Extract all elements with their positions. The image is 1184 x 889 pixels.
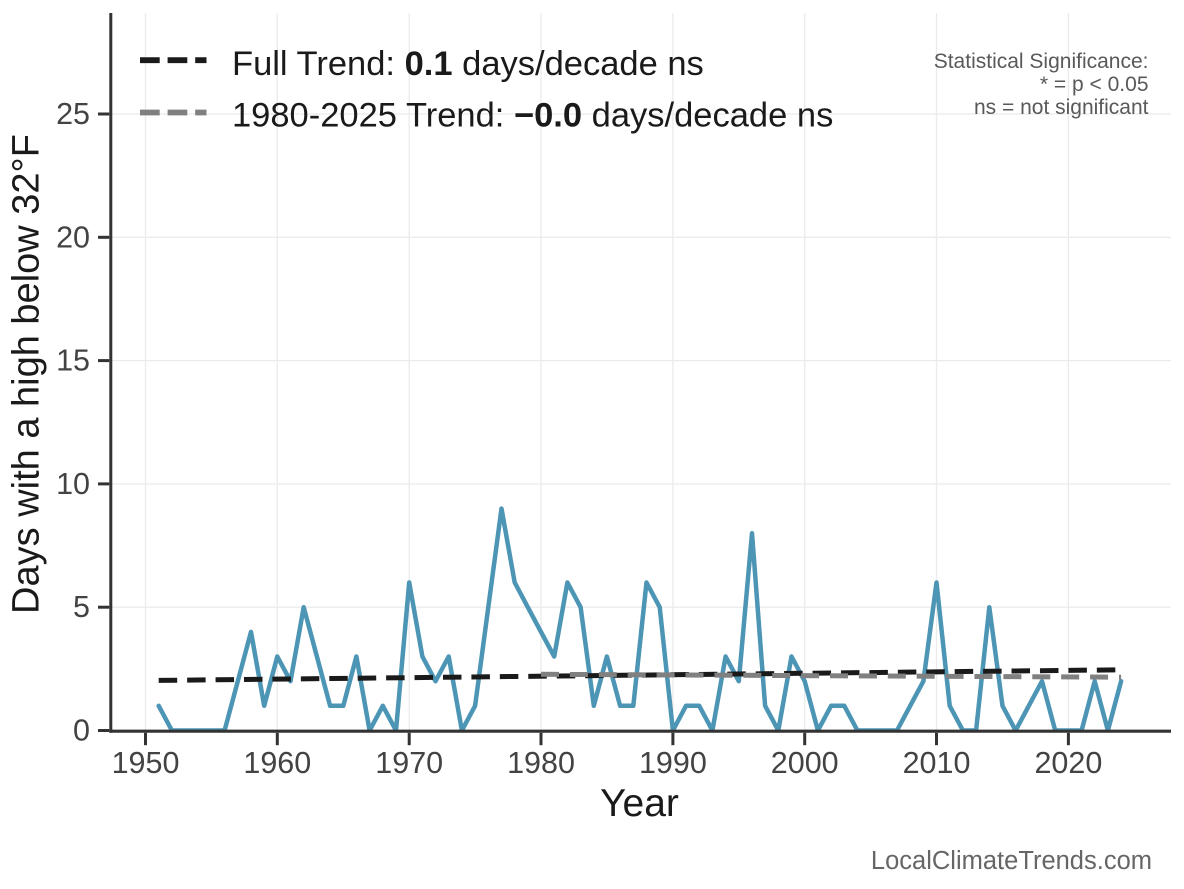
svg-text:* = p < 0.05: * = p < 0.05 (1040, 73, 1149, 96)
svg-text:ns = not significant: ns = not significant (974, 96, 1149, 119)
svg-text:Year: Year (600, 782, 679, 825)
svg-text:LocalClimateTrends.com: LocalClimateTrends.com (871, 847, 1152, 875)
svg-text:2000: 2000 (771, 746, 839, 780)
svg-text:15: 15 (56, 344, 90, 378)
svg-text:1980: 1980 (507, 746, 575, 780)
svg-text:Full Trend: 0.1 days/decade ns: Full Trend: 0.1 days/decade ns (232, 45, 704, 83)
svg-text:Statistical Significance:: Statistical Significance: (934, 50, 1149, 73)
svg-text:1990: 1990 (639, 746, 707, 780)
svg-text:1960: 1960 (243, 746, 311, 780)
svg-text:1980-2025 Trend: −0.0 days/dec: 1980-2025 Trend: −0.0 days/decade ns (232, 97, 833, 135)
svg-text:1970: 1970 (375, 746, 443, 780)
svg-text:10: 10 (56, 467, 90, 501)
svg-text:2020: 2020 (1034, 746, 1102, 780)
svg-text:20: 20 (56, 220, 90, 254)
svg-text:2010: 2010 (903, 746, 971, 780)
svg-text:Days with a high below 32°F: Days with a high below 32°F (6, 134, 48, 614)
svg-text:25: 25 (56, 97, 90, 131)
svg-text:1950: 1950 (112, 746, 180, 780)
svg-text:0: 0 (73, 714, 90, 748)
svg-text:5: 5 (73, 590, 90, 624)
